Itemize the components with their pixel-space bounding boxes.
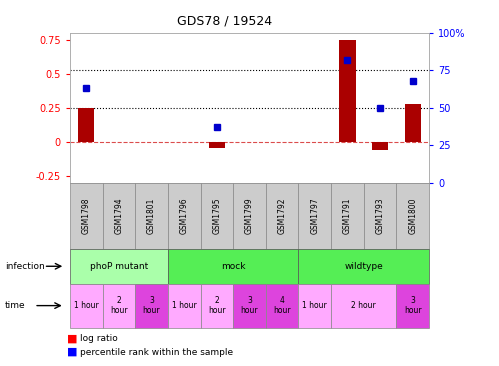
Text: GSM1792: GSM1792	[277, 198, 286, 234]
Text: 1 hour: 1 hour	[74, 301, 99, 310]
Text: GSM1800: GSM1800	[408, 198, 417, 234]
Text: ■: ■	[67, 347, 78, 357]
Text: wildtype: wildtype	[344, 262, 383, 271]
Text: GSM1799: GSM1799	[245, 198, 254, 234]
Bar	[372, 142, 388, 150]
Text: 2
hour: 2 hour	[110, 296, 128, 315]
Text: GSM1795: GSM1795	[213, 198, 222, 234]
Text: ■: ■	[67, 333, 78, 344]
Text: 4
hour: 4 hour	[273, 296, 291, 315]
Text: GSM1793: GSM1793	[376, 198, 385, 234]
Text: infection: infection	[5, 262, 45, 271]
Text: GSM1801: GSM1801	[147, 198, 156, 234]
Bar	[78, 108, 94, 142]
Text: time: time	[5, 301, 25, 310]
Text: GSM1798: GSM1798	[82, 198, 91, 234]
Text: GDS78 / 19524: GDS78 / 19524	[177, 15, 272, 28]
Text: GSM1796: GSM1796	[180, 198, 189, 234]
Text: log ratio: log ratio	[80, 334, 118, 343]
Text: 2
hour: 2 hour	[208, 296, 226, 315]
Text: 3
hour: 3 hour	[143, 296, 160, 315]
Text: GSM1794: GSM1794	[114, 198, 123, 234]
Bar	[209, 142, 225, 147]
Text: percentile rank within the sample: percentile rank within the sample	[80, 348, 233, 356]
Text: phoP mutant: phoP mutant	[90, 262, 148, 271]
Text: 3
hour: 3 hour	[241, 296, 258, 315]
Text: GSM1791: GSM1791	[343, 198, 352, 234]
Text: GSM1797: GSM1797	[310, 198, 319, 234]
Bar	[405, 104, 421, 142]
Text: 2 hour: 2 hour	[351, 301, 376, 310]
Text: mock: mock	[221, 262, 246, 271]
Text: 3
hour: 3 hour	[404, 296, 422, 315]
Text: 1 hour: 1 hour	[172, 301, 197, 310]
Bar	[339, 40, 356, 142]
Text: 1 hour: 1 hour	[302, 301, 327, 310]
